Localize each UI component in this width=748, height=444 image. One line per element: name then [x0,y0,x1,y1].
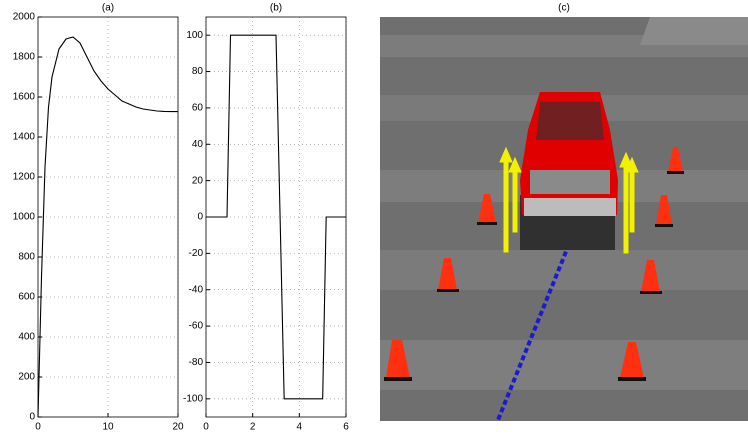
y-tick-label: -80 [189,357,204,368]
x-tick-label: 6 [343,422,349,433]
car-windshield [536,102,604,140]
y-tick-label: 2000 [13,12,36,23]
y-tick-label: 80 [192,66,204,77]
stripe [640,17,748,45]
y-tick-label: -40 [189,284,204,295]
arrow [503,159,509,253]
y-tick-label: 100 [186,30,203,41]
path-trace [496,221,580,421]
cone-base [477,222,497,225]
y-tick-label: -20 [189,248,204,259]
cone-base [437,289,459,292]
y-tick-label: 800 [18,252,35,263]
x-tick-label: 2 [250,422,256,433]
cone [668,147,683,172]
arrow-head [508,156,522,173]
line [37,36,178,418]
x-tick-label: 4 [297,422,303,433]
stripe [380,340,748,390]
y-tick-label: 200 [18,372,35,383]
cone-base [655,224,673,227]
y-tick-label: 1600 [13,92,36,103]
car-bumper [524,198,616,216]
y-tick-label: 400 [18,332,35,343]
force-arrows [499,146,639,254]
arrow-head [619,151,633,168]
y-tick-label: 600 [18,292,35,303]
y-tick-label: 0 [197,212,203,223]
y-tick-label: 40 [192,139,204,150]
axes-frame [37,16,179,418]
cone-base [618,377,646,381]
cone [620,342,644,378]
arrow [512,169,518,233]
y-tick-label: -60 [189,321,204,332]
cone [478,194,496,223]
cone-base [384,377,412,381]
arrow [629,169,635,233]
cone [641,260,660,292]
y-tick-label: 1000 [13,212,36,223]
y-tick-label: 60 [192,103,204,114]
scene [380,17,748,421]
y-tick-label: -100 [183,393,203,404]
panel-title: (c) [558,3,570,14]
cone-base [640,291,662,294]
cone [656,195,672,225]
panel-title: (a) [102,3,114,14]
car [520,92,618,250]
x-tick-label: 10 [102,422,114,433]
y-tick-label: 1800 [13,52,36,63]
cone [386,340,410,378]
cones [384,147,684,381]
arrow [623,164,629,254]
x-tick-label: 0 [35,422,41,433]
y-tick-label: 20 [192,175,204,186]
cone-base [667,171,684,174]
cone [438,258,457,290]
x-tick-label: 0 [203,422,209,433]
y-tick-label: 1200 [13,172,36,183]
car-grille [530,170,610,194]
line [206,34,346,400]
y-tick-label: 1400 [13,132,36,143]
arrow-head [625,156,639,173]
panel-title: (b) [270,3,282,14]
x-tick-label: 20 [172,422,184,433]
arrow-head [499,146,513,163]
y-tick-label: 0 [29,412,35,423]
